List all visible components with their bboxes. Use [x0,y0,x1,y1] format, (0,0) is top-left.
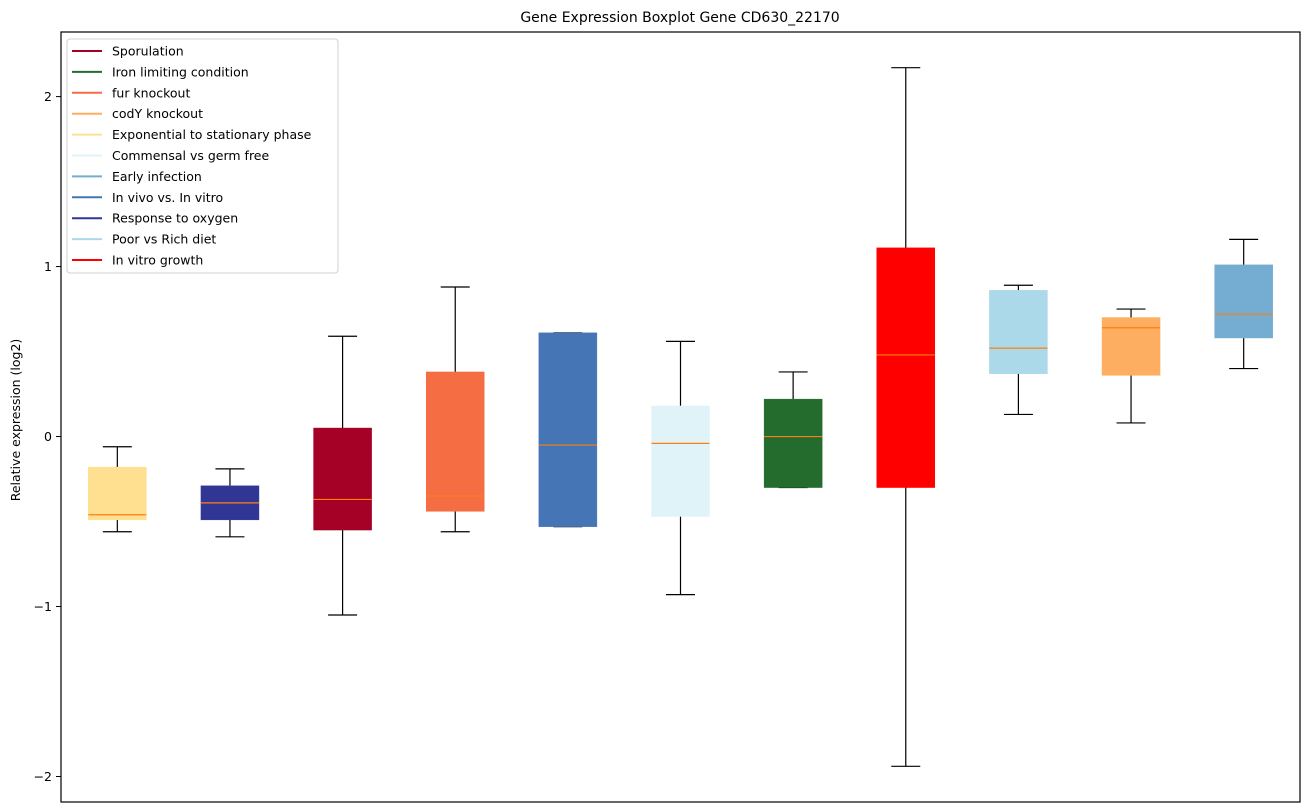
box-iqr [651,405,710,517]
box-group [763,371,823,489]
box-group [989,284,1048,416]
box-iqr [88,466,147,521]
legend-label: Commensal vs germ free [112,148,269,163]
legend-label: In vitro growth [112,253,203,268]
box-iqr [1214,264,1273,339]
box-group [1214,238,1273,370]
y-tick-label: 1 [44,259,52,274]
legend-label: fur knockout [112,85,190,100]
box-iqr [1101,317,1161,376]
box-group [538,332,598,528]
box-group [88,446,147,533]
legend-label: codY knockout [112,106,203,121]
box-group [425,286,485,533]
box-group [313,335,372,616]
y-tick-label: 0 [44,429,52,444]
box-iqr [989,290,1048,374]
y-tick-label: −1 [34,599,52,614]
y-tick-label: 2 [44,89,52,104]
legend-label: Poor vs Rich diet [112,232,216,247]
box-group [651,340,710,596]
box-group [876,67,936,767]
box-iqr [763,398,823,488]
y-axis-ticks: 2 1 0 −1 −2 [34,89,61,784]
legend-box [66,38,339,274]
legend-label: Sporulation [112,44,184,59]
legend-label: Exponential to stationary phase [112,127,312,142]
legend-label: Iron limiting condition [112,64,249,79]
legend-label: Response to oxygen [112,211,238,226]
box-iqr [313,427,372,531]
boxes-layer [88,67,1273,767]
y-axis-label: Relative expression (log2) [8,339,23,502]
legend: Sporulation Iron limiting condition fur kn… [66,38,339,274]
plot-frame [60,31,1301,803]
box-group [1101,308,1161,424]
box-group [200,468,260,538]
box-iqr [538,332,598,527]
legend-label: Early infection [112,169,202,184]
legend-label: In vivo vs. In vitro [112,190,223,205]
y-tick-label: −2 [34,769,52,784]
box-iqr [425,371,485,512]
box-iqr [876,247,936,488]
chart-title: Gene Expression Boxplot Gene CD630_22170 [520,10,839,26]
